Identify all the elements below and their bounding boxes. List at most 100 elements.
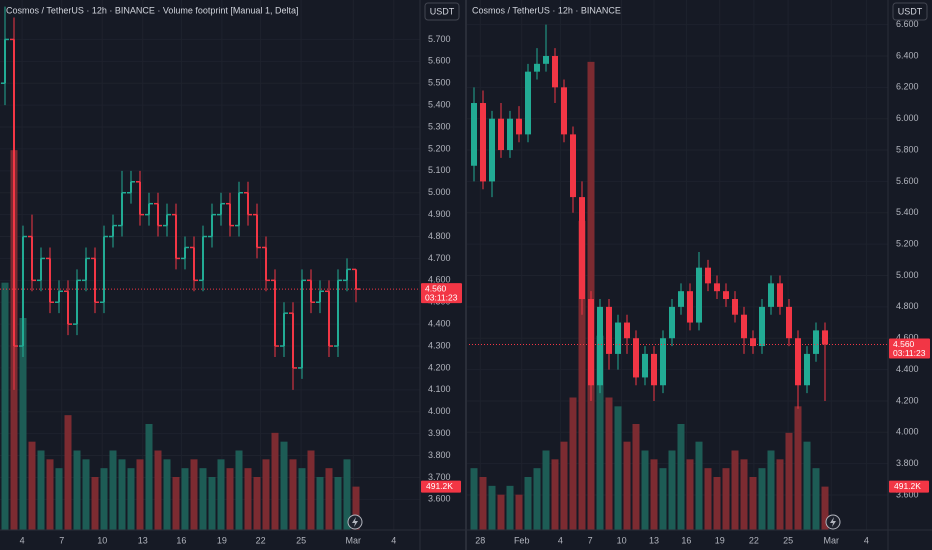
y-tick-label: 4.200 [428,362,451,372]
footprint-body [94,258,96,303]
footprint-body [211,214,213,237]
x-tick-label: Feb [514,535,530,545]
candle-body [489,118,495,182]
replay-icon[interactable] [825,514,841,530]
footprint-body [247,192,249,215]
replay-icon[interactable] [347,514,363,530]
footprint-body [103,236,105,303]
candle-body [615,322,621,354]
footprint-body [184,247,186,259]
y-tick-label: 5.400 [896,207,919,217]
volume-bar [136,459,144,530]
x-tick-label: 22 [749,535,759,545]
footprint-body [130,181,132,193]
volume-bar [46,459,54,530]
x-tick-label: 22 [256,535,266,545]
x-tick-label: 7 [59,535,64,545]
volume-badge [889,480,929,493]
y-tick-label: 4.000 [428,406,451,416]
volume-bar [731,450,739,530]
volume-bar [632,424,640,530]
volume-bar [758,468,766,530]
y-tick-label: 3.800 [896,458,919,468]
y-tick-label: 5.200 [428,143,451,153]
x-tick-label: Mar [346,535,362,545]
volume-bar [244,468,252,530]
footprint-body [292,313,294,368]
candle-body [696,267,702,323]
footprint-body [58,291,60,303]
candle-body [741,314,747,339]
volume-bar [551,459,559,530]
x-tick-label: 7 [588,535,593,545]
candle-body [606,306,612,354]
footprint-body [220,203,222,215]
y-tick-label: 4.100 [428,384,451,394]
candle-body [534,63,540,72]
last-price-badge [421,283,462,304]
y-tick-label: 4.400 [896,364,919,374]
volume-bar [470,468,478,530]
y-tick-label: 4.800 [428,231,451,241]
currency-button[interactable]: USDT [892,2,928,21]
volume-bar [82,459,90,530]
footprint-body [49,258,51,303]
volume-bar [488,485,496,530]
volume-bar [497,494,505,530]
candle-body [705,267,711,284]
volume-bar [226,468,234,530]
y-tick-label: 5.500 [428,78,451,88]
footprint-body [283,313,285,347]
candle-body [642,353,648,378]
candle-body [822,330,828,345]
volume-bar [1,282,9,530]
y-tick-label: 4.600 [896,333,919,343]
candle-body [678,291,684,307]
volume-bar [794,406,802,530]
x-tick-label: 10 [97,535,107,545]
y-tick-label: 5.700 [428,34,451,44]
y-tick-label: 6.600 [896,19,919,29]
last-price-label: 4.560 [425,283,447,293]
footprint-body [229,203,231,226]
footprint-body [355,269,357,290]
volume-bar [253,477,261,530]
y-tick-label: 5.000 [896,270,919,280]
y-tick-label: 5.200 [896,239,919,249]
footprint-body [175,214,177,259]
volume-bar [154,450,162,530]
y-tick-label: 4.400 [428,319,451,329]
y-tick-label: 5.600 [896,176,919,186]
chart-title: Cosmos / TetherUS · 12h · BINANCE [472,5,621,15]
volume-bar [767,450,775,530]
volume-bar [163,459,171,530]
y-tick-label: 5.600 [428,56,451,66]
volume-bar [479,477,487,530]
volume-bar [109,450,117,530]
y-tick-label: 5.800 [896,144,919,154]
x-tick-label: 4 [391,535,396,545]
y-tick-label: 5.000 [428,187,451,197]
candle-body [597,306,603,386]
candle-body [543,55,549,64]
volume-bar [190,459,198,530]
last-price-label: 4.560 [893,339,915,349]
y-tick-label: 4.600 [428,275,451,285]
currency-label: USDT [898,6,923,16]
candle-body [714,283,720,292]
candle-body [624,322,630,339]
volume-bar [37,450,45,530]
x-tick-label: 19 [217,535,227,545]
footprint-body [31,236,33,281]
currency-button[interactable]: USDT [424,2,460,21]
footprint-body [13,39,15,347]
y-tick-label: 3.600 [428,494,451,504]
volume-label: 491.2K [894,481,921,491]
volume-bar [235,450,243,530]
candle-body [588,299,594,386]
x-tick-label: 16 [176,535,186,545]
footprint-body [328,291,330,347]
volume-bar [740,459,748,530]
